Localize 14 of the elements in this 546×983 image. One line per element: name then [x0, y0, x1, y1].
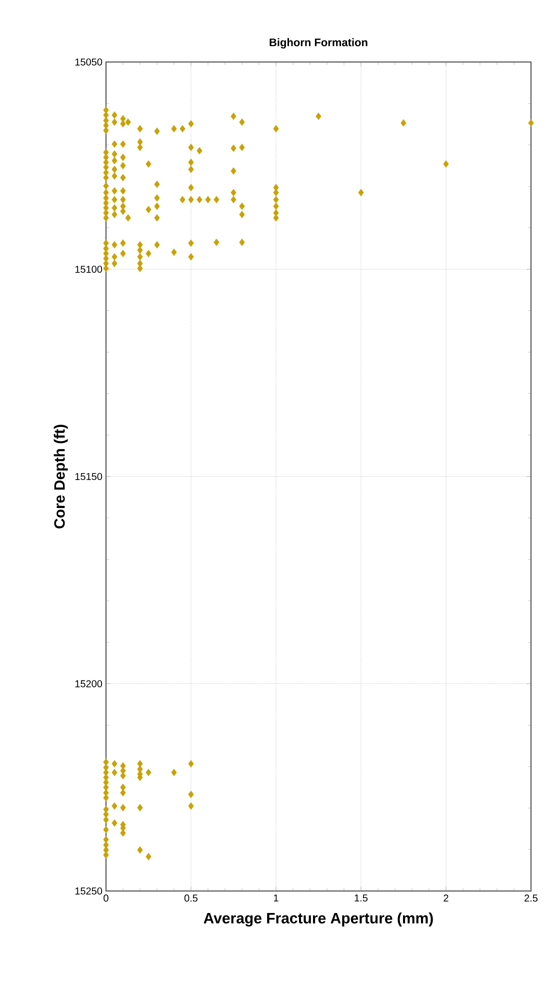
x-tick-label: 0	[104, 894, 108, 902]
y-tick-label: 15250	[75, 887, 102, 895]
y-tick-label: 15200	[75, 680, 102, 688]
y-tick-label: 15100	[75, 266, 102, 273]
chart-title: Bighorn Formation	[270, 38, 368, 48]
x-tick-label: 2	[444, 894, 448, 902]
x-tick-label: 2.5	[524, 894, 538, 902]
y-tick-label: 15150	[75, 472, 102, 480]
x-tick-label: 1.5	[354, 894, 368, 902]
x-tick-label: 0.5	[184, 894, 198, 902]
y-axis-title: Core Depth (ft)	[54, 424, 68, 528]
x-axis-title: Average Fracture Aperture (mm)	[204, 912, 433, 927]
x-tick-label: 1	[274, 894, 278, 902]
y-tick-label: 15050	[75, 58, 102, 66]
